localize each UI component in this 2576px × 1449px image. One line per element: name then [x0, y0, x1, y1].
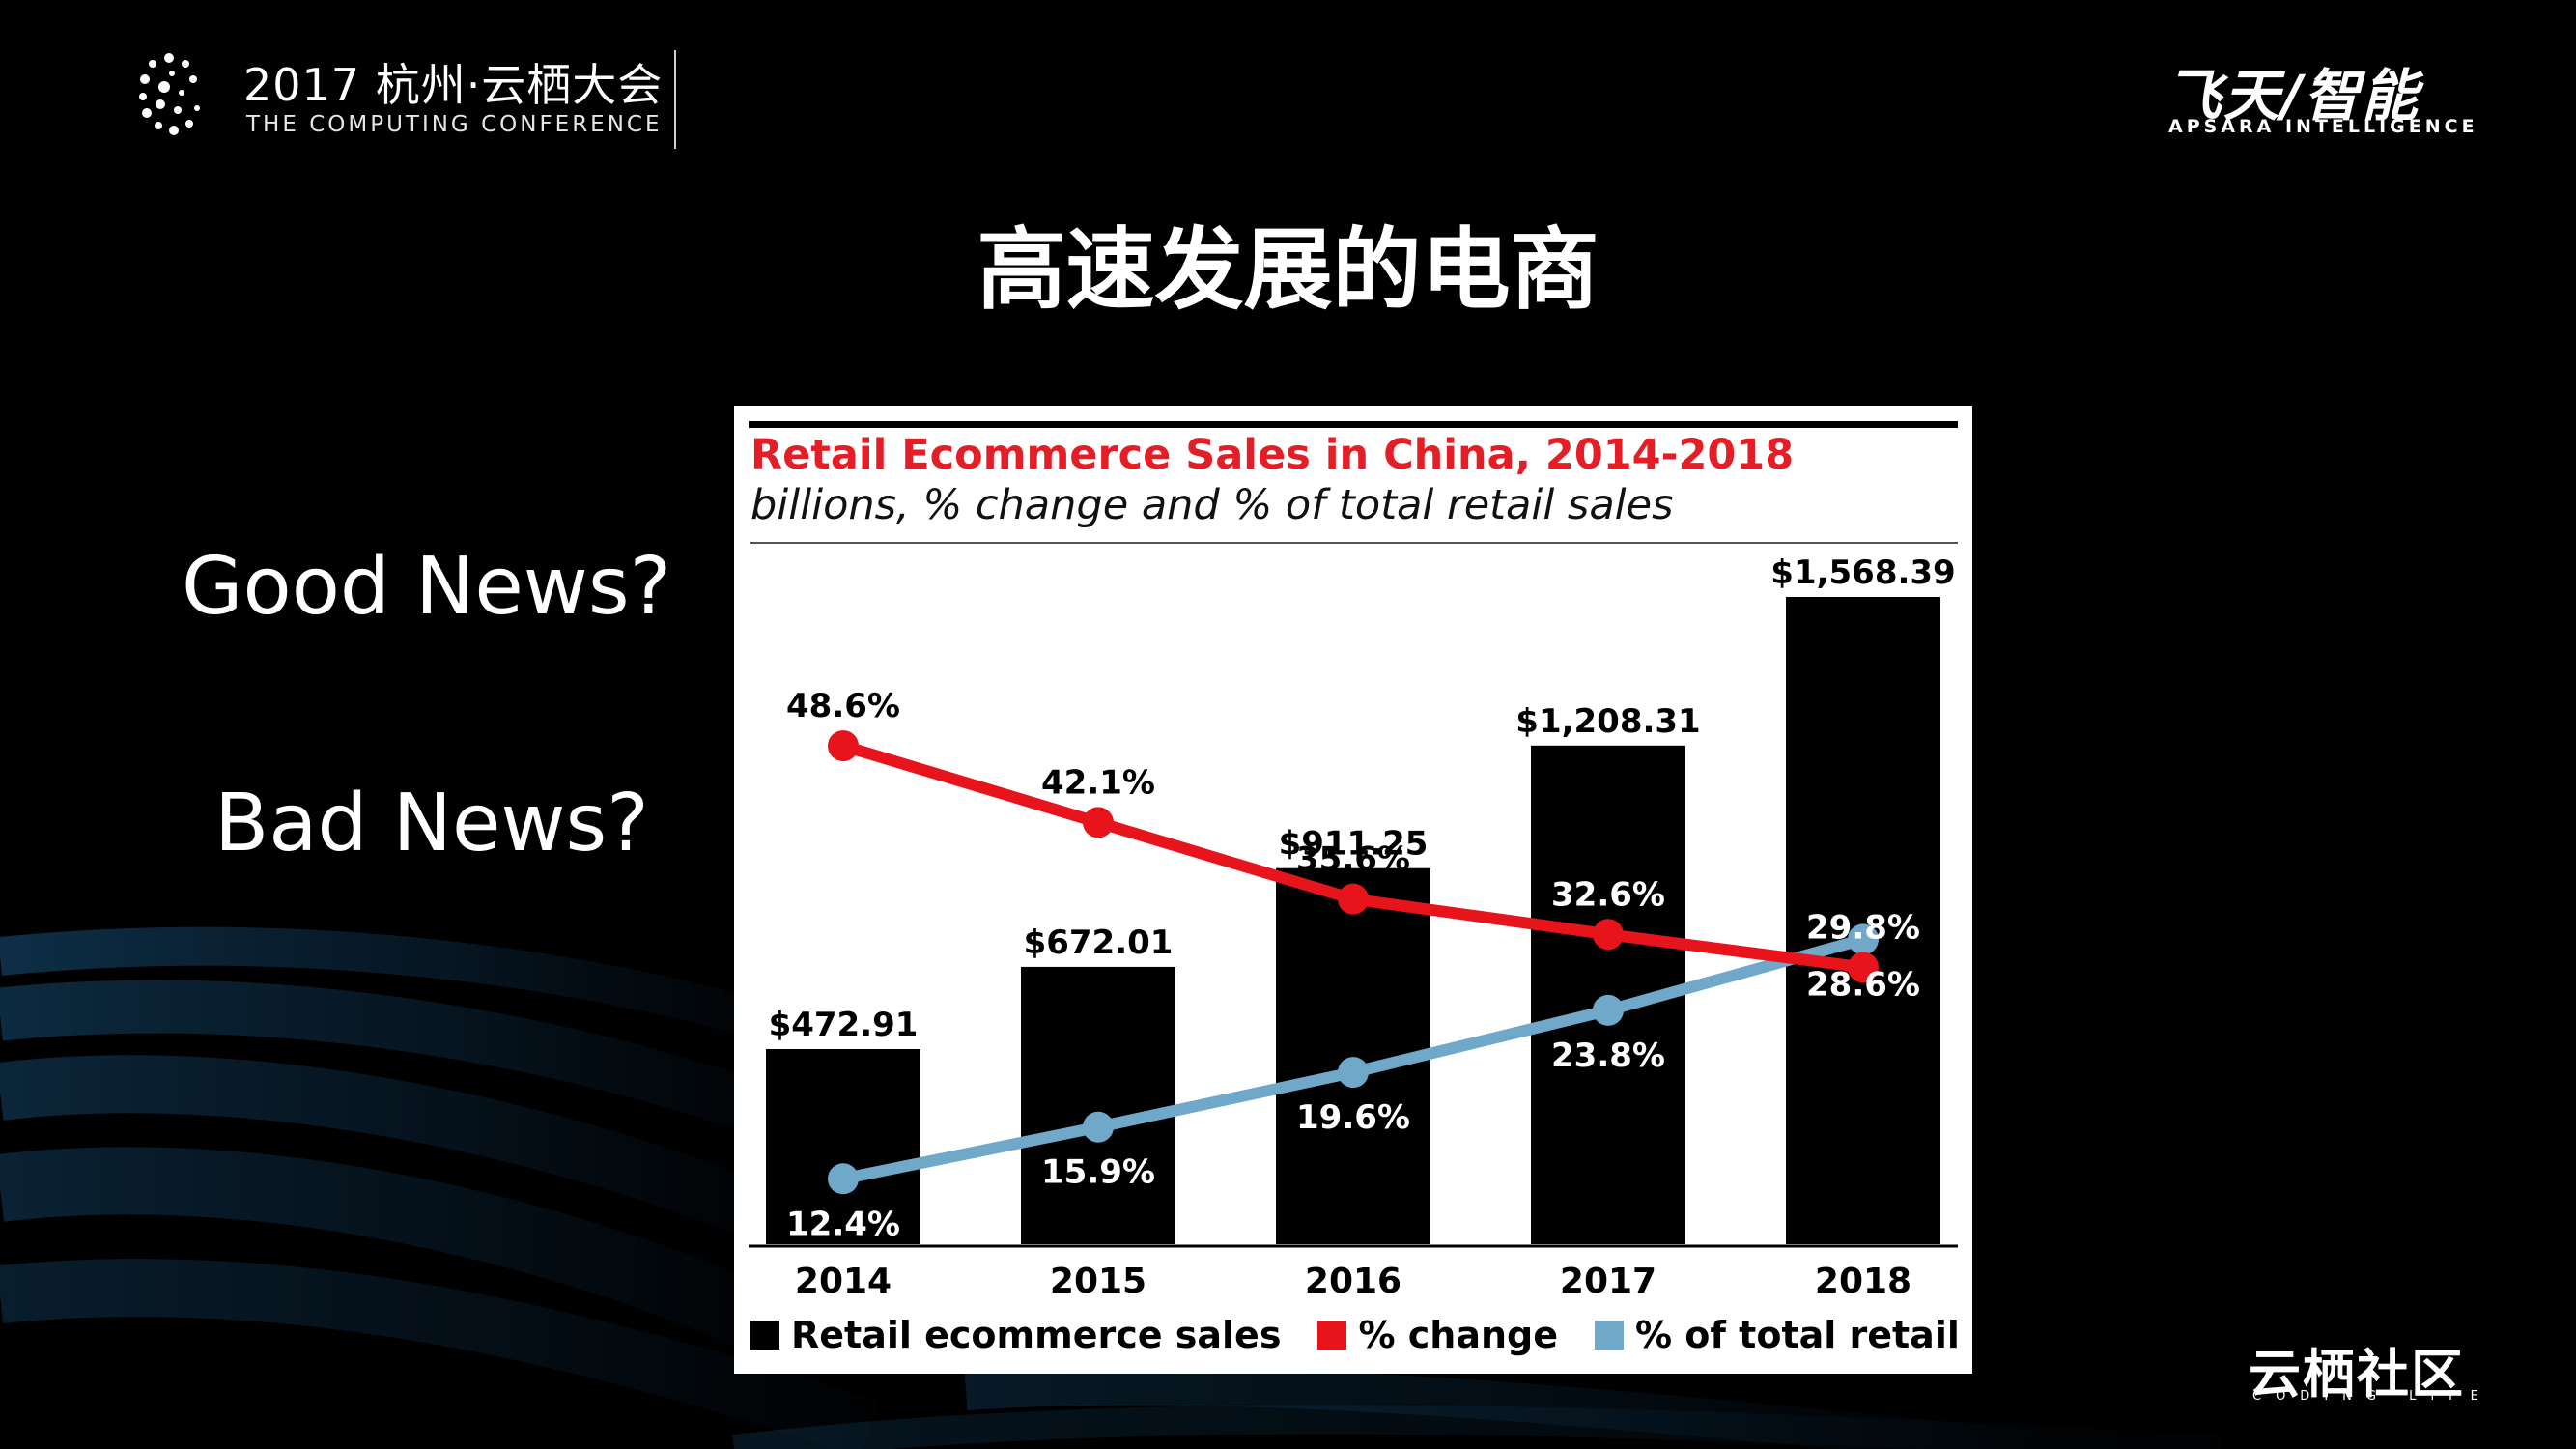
change-point-2016	[1338, 883, 1369, 915]
share-point-2017	[1593, 994, 1624, 1026]
conference-logo-icon	[139, 53, 200, 135]
legend-swatch-sales	[750, 1321, 779, 1350]
x-tick-label-2018: 2018	[1815, 1262, 1911, 1301]
brand-logo-text: 飞天/智能	[2166, 63, 2420, 128]
share-point-2016	[1338, 1057, 1369, 1089]
legend-label-sales: Retail ecommerce sales	[791, 1314, 1282, 1356]
change-point-2018	[1848, 952, 1879, 983]
legend-swatch-change	[1317, 1321, 1347, 1350]
share-label-2018: 28.6%	[1806, 965, 1920, 1004]
x-tick-label-2016: 2016	[1305, 1262, 1401, 1301]
share-label-2014: 12.4%	[786, 1205, 900, 1243]
change-point-2015	[1083, 807, 1114, 838]
header-divider	[674, 50, 676, 149]
legend-item-share: % of total retail sales	[1595, 1314, 2079, 1356]
legend-swatch-share	[1595, 1321, 1624, 1350]
change-label-2018: 29.8%	[1806, 908, 1920, 947]
share-point-2014	[828, 1163, 859, 1195]
slide-title: 高速发展的电商	[977, 218, 1599, 322]
bar-2015	[1021, 966, 1175, 1244]
x-tick-label-2015: 2015	[1050, 1262, 1146, 1301]
chart-title: Retail Ecommerce Sales in China, 2014-20…	[750, 431, 1795, 479]
change-label-2016: 35.6%	[1296, 840, 1410, 879]
bad-news-text: Bad News?	[214, 778, 649, 869]
legend-item-sales: Retail ecommerce sales	[750, 1314, 1281, 1356]
conference-title: 2017 杭州·云栖大会	[243, 59, 664, 111]
change-point-2017	[1593, 919, 1624, 951]
bar-value-label-2018: $1,568.39	[1770, 554, 1955, 592]
bar-value-label-2015: $672.01	[1024, 923, 1174, 962]
share-label-2017: 23.8%	[1551, 1037, 1665, 1075]
chart-subtitle: billions, % change and % of total retail…	[750, 481, 1674, 529]
share-point-2015	[1083, 1111, 1114, 1143]
change-label-2017: 32.6%	[1551, 875, 1665, 914]
legend-label-share: % of total retail sales	[1635, 1314, 2079, 1356]
change-point-2014	[828, 730, 859, 762]
share-label-2015: 15.9%	[1041, 1153, 1155, 1192]
change-label-2015: 42.1%	[1041, 763, 1155, 802]
bar-value-label-2017: $1,208.31	[1515, 702, 1700, 741]
bar-2014	[766, 1048, 920, 1244]
x-tick-label-2014: 2014	[795, 1262, 892, 1301]
chart-top-bar	[749, 421, 1958, 428]
chart-header-rule	[750, 542, 1958, 544]
ecommerce-chart: 2014 2015 2016 2017 2018 $472.91 $672.01 $911.2…	[749, 554, 1958, 1301]
bar-2018	[1786, 597, 1940, 1244]
legend-item-change: % change	[1317, 1314, 1558, 1356]
bar-value-label-2016: $911.25	[1279, 825, 1429, 864]
chart-panel: Retail Ecommerce Sales in China, 2014-20…	[734, 406, 2079, 1374]
bar-value-label-2014: $472.91	[769, 1006, 919, 1044]
conference-subtitle: THE COMPUTING CONFERENCE	[246, 112, 663, 137]
good-news-text: Good News?	[182, 541, 672, 633]
share-point-2018	[1848, 923, 1879, 955]
x-tick-label-2017: 2017	[1560, 1262, 1656, 1301]
change-label-2014: 48.6%	[786, 687, 900, 725]
community-logo-text: 云栖社区	[2249, 1344, 2465, 1405]
share-label-2016: 19.6%	[1296, 1098, 1410, 1137]
brand-tagline: APSARA INTELLIGENCE	[2168, 116, 2478, 137]
community-tagline: CODING LIFE	[2252, 1389, 2493, 1404]
chart-legend: Retail ecommerce sales % change % of tot…	[750, 1314, 2115, 1356]
legend-label-change: % change	[1358, 1314, 1558, 1356]
